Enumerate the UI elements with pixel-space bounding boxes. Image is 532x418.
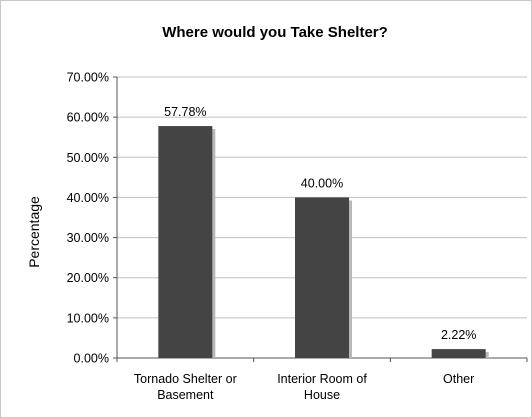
bar	[158, 126, 213, 359]
category-label: Tornado Shelter or	[134, 372, 237, 386]
category-label: Basement	[157, 388, 214, 402]
y-tick-label: 60.00%	[67, 111, 109, 125]
data-label: 2.22%	[441, 328, 476, 342]
category-label: Other	[443, 372, 474, 386]
data-label: 40.00%	[301, 176, 343, 190]
y-tick-label: 50.00%	[67, 151, 109, 165]
y-tick-label: 30.00%	[67, 231, 109, 245]
y-tick-label: 10.00%	[67, 311, 109, 325]
chart-title: Where would you Take Shelter?	[162, 24, 388, 41]
bar	[431, 349, 486, 358]
data-label: 57.78%	[164, 105, 206, 119]
y-tick-label: 0.00%	[74, 352, 109, 366]
y-tick-label: 70.00%	[67, 71, 109, 85]
y-axis-label: Percentage	[26, 196, 42, 268]
category-label: Interior Room of	[277, 372, 367, 386]
plot-area: 0.00% 10.00% 20.00% 30.00% 40.00% 50.00% 60.00…	[67, 71, 528, 402]
bar	[295, 197, 349, 358]
y-tick-label: 40.00%	[67, 191, 109, 205]
y-tick-label: 20.00%	[67, 271, 109, 285]
category-label: House	[304, 388, 340, 402]
